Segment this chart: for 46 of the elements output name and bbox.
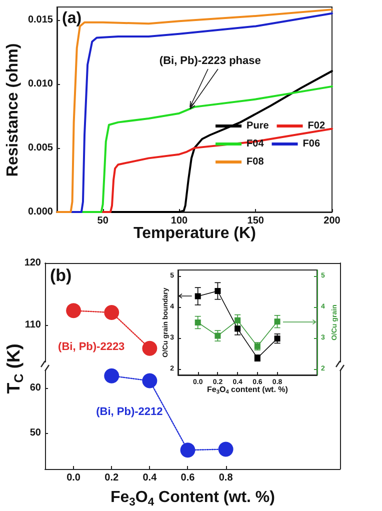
point [274, 318, 280, 325]
series-label: (Bi, Pb)-2223 [58, 341, 125, 354]
x-tick-label: 0.2 [104, 472, 119, 484]
point [194, 293, 201, 300]
point [274, 336, 280, 342]
point [218, 442, 234, 457]
x-tick-label: 200 [324, 216, 341, 226]
legend-label: F08 [246, 156, 264, 168]
y-tick-label: 0.000 [28, 206, 54, 218]
y-tick-label: 0.010 [28, 78, 54, 90]
x-tick-label: 0.8 [218, 472, 234, 484]
point [104, 305, 120, 320]
y-tick-label: 110 [24, 319, 42, 330]
point [142, 340, 158, 356]
y-axis-title: Resistance (ohm) [4, 42, 22, 176]
point [194, 320, 201, 326]
x-tick-label: 100 [170, 216, 188, 226]
legend-label: F02 [308, 120, 326, 132]
x-tick-label: 0.0 [66, 472, 81, 484]
point [104, 368, 120, 384]
point [66, 303, 82, 318]
x-tick-label: 150 [247, 216, 264, 226]
x-tick-label: 0.4 [142, 472, 158, 484]
x-tick-label: 50 [97, 216, 109, 226]
annotation: (Bi, Pb)-2223 phase [159, 55, 261, 68]
point [142, 373, 158, 388]
x-axis-title: Fe$_{3}$O$_{4}$ Content (wt. %) [110, 488, 275, 508]
legend-label: F04 [246, 138, 264, 150]
x-axis-title: Fe$_{3}$O$_{4}$ content (wt. %) [207, 385, 288, 396]
annotation: (b) [50, 266, 72, 285]
y-tick-label: 60 [30, 382, 42, 394]
point [234, 317, 241, 324]
y-tick-label: 0.005 [28, 142, 54, 154]
x-tick-label: 0.6 [180, 472, 196, 484]
point [214, 332, 221, 339]
point [214, 288, 221, 294]
y-tick-label: 0.015 [28, 14, 54, 26]
y-tick-label: 50 [30, 428, 42, 438]
legend-label: F06 [302, 138, 320, 150]
y-tick-label: 120 [24, 258, 42, 268]
point [180, 442, 196, 458]
legend-label: Pure [246, 120, 270, 132]
x-axis-title: Temperature (K) [134, 225, 256, 242]
point [234, 326, 241, 332]
series-label: (Bi, Pb)-2212 [96, 406, 163, 418]
annotation: (a) [62, 10, 82, 27]
